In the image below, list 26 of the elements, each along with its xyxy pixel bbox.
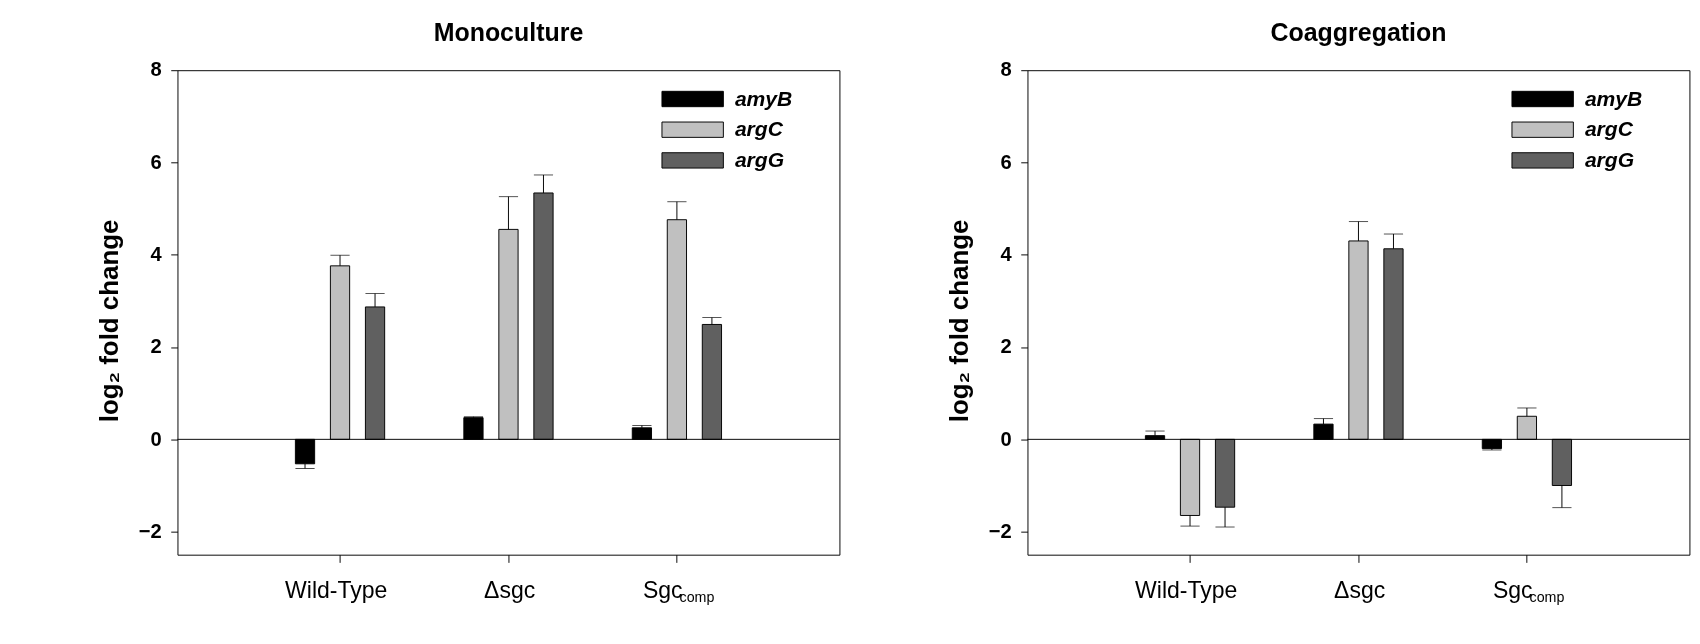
legend-label: argG bbox=[1584, 148, 1635, 172]
y-tick-label: 4 bbox=[150, 243, 163, 266]
y-tick-label: 2 bbox=[1000, 335, 1012, 358]
y-tick-label: 0 bbox=[1000, 427, 1012, 450]
x-tick-label: Wild-Type bbox=[285, 576, 388, 603]
chart-title: Coaggregation bbox=[1270, 18, 1447, 47]
chart-title: Monoculture bbox=[433, 18, 584, 47]
y-tick-label: 2 bbox=[150, 335, 162, 358]
y-tick-label: 4 bbox=[1000, 243, 1013, 266]
y-tick-label: 0 bbox=[150, 427, 162, 450]
legend-label: argC bbox=[734, 117, 784, 141]
legend-label: amyB bbox=[1584, 86, 1643, 110]
y-tick-label: 6 bbox=[150, 150, 162, 173]
y-tick-label: 8 bbox=[1000, 58, 1012, 81]
legend-label: argC bbox=[1584, 117, 1634, 141]
y-axis-title: log₂ fold change bbox=[945, 219, 973, 423]
y-tick-label: 8 bbox=[150, 58, 162, 81]
y-tick-label: −2 bbox=[988, 519, 1012, 542]
x-tick-label: Δsgc bbox=[1334, 576, 1386, 603]
y-tick-label: 6 bbox=[1000, 150, 1012, 173]
legend-label: argG bbox=[734, 148, 785, 172]
y-tick-label: −2 bbox=[138, 519, 162, 542]
x-tick-label: Δsgc bbox=[484, 576, 536, 603]
x-tick-label: Wild-Type bbox=[1135, 576, 1238, 603]
y-axis-title: log₂ fold change bbox=[95, 219, 123, 423]
legend-label: amyB bbox=[734, 86, 793, 110]
